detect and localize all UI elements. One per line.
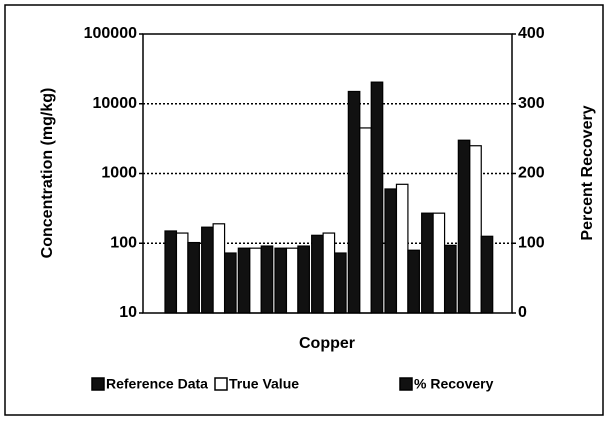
y2-tick-label: 100 (518, 234, 545, 251)
y-tick-label: 10000 (93, 95, 138, 112)
legend-label: % Recovery (414, 376, 494, 392)
bar (260, 245, 274, 314)
y2-tick-label: 0 (518, 304, 527, 321)
bar (395, 183, 409, 314)
y2-tick-label: 400 (518, 25, 545, 42)
bar (212, 223, 226, 314)
bar (164, 230, 178, 314)
bar (480, 235, 494, 314)
y2-axis-label: Percent Recovery (579, 105, 596, 240)
bar (201, 226, 214, 314)
legend-swatch (214, 377, 228, 391)
y2-tick-label: 300 (518, 95, 545, 112)
x-axis-label: Copper (299, 335, 355, 352)
bar (384, 188, 398, 314)
bar (237, 247, 251, 314)
bar (249, 247, 262, 314)
bar (407, 249, 420, 314)
legend-swatch (399, 377, 413, 391)
legend-label: True Value (229, 376, 299, 392)
bar (347, 90, 361, 314)
y-tick-label: 10 (119, 304, 137, 321)
bar (359, 127, 372, 314)
y-axis-label: Concentration (mg/kg) (39, 88, 56, 259)
bar (333, 252, 347, 314)
y2-tick-label: 200 (518, 165, 545, 182)
bar (443, 244, 457, 314)
bar (285, 247, 299, 314)
bar (322, 232, 336, 314)
bar (421, 212, 434, 314)
legend-label: Reference Data (106, 376, 208, 392)
bar (187, 241, 200, 314)
bar (175, 232, 189, 314)
bar (223, 252, 237, 314)
bar (370, 81, 384, 314)
legend-swatch (91, 377, 105, 391)
bar (457, 139, 471, 314)
plot-border (142, 33, 513, 314)
bar (469, 145, 482, 314)
bar (432, 212, 446, 314)
bar (311, 234, 324, 314)
y-tick-label: 100 (110, 234, 137, 251)
bar (274, 247, 288, 314)
y-tick-label: 1000 (101, 165, 137, 182)
frame (4, 4, 604, 416)
bar (297, 245, 310, 314)
y-tick-label: 100000 (84, 25, 137, 42)
